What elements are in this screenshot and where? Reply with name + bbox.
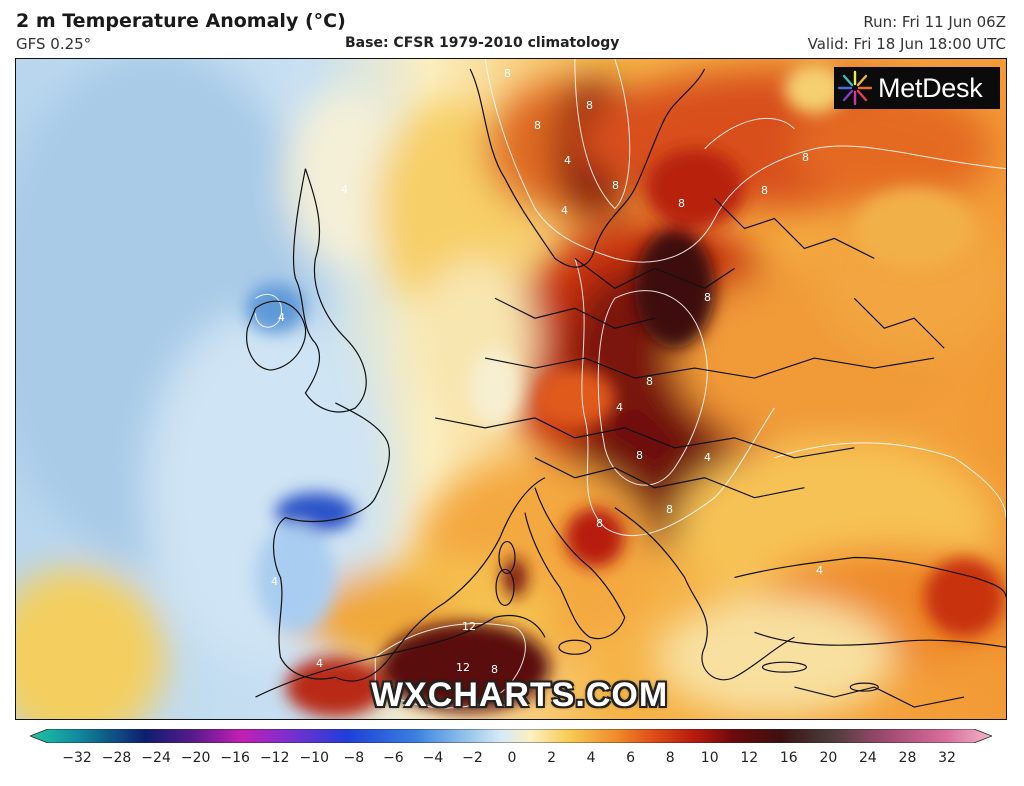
colorbar-tick-label: 12 — [740, 750, 759, 766]
contour-label: 4 — [271, 575, 278, 588]
anomaly-detail — [245, 63, 1005, 718]
colorbar — [30, 729, 992, 743]
colorbar-tick-label: 8 — [665, 750, 675, 766]
climatology-base-label: Base: CFSR 1979-2010 climatology — [345, 35, 620, 51]
contour-label: 8 — [646, 375, 653, 388]
contour-label: 8 — [612, 179, 619, 192]
contour-label: 8 — [678, 197, 685, 210]
contour-label: 8 — [596, 517, 603, 530]
colorbar-tick-label: −2 — [462, 750, 483, 766]
contour-label: 8 — [586, 99, 593, 112]
contour-label: 8 — [802, 151, 809, 164]
colorbar-tick-label: −28 — [101, 750, 132, 766]
contour-label: 4 — [278, 311, 285, 324]
colorbar-tick-label: −6 — [383, 750, 404, 766]
colorbar-tick-label: 10 — [700, 750, 719, 766]
colorbar-tick-label: −20 — [180, 750, 211, 766]
contour-label: 4 — [561, 204, 568, 217]
run-time-label: Run: Fri 11 Jun 06Z — [863, 13, 1006, 31]
metdesk-logo: MetDesk — [834, 67, 1000, 109]
contour-label: 4 — [564, 154, 571, 167]
map-title: 2 m Temperature Anomaly (°C) — [16, 10, 346, 32]
metdesk-logo-text: MetDesk — [878, 72, 983, 103]
colorbar-tick-label: −8 — [343, 750, 365, 766]
colorbar-tick-label: 28 — [898, 750, 917, 766]
contour-label: 8 — [761, 184, 768, 197]
colorbar-tick-label: 32 — [938, 750, 956, 766]
colorbar-ticks: −32 −28 −24 −20 −16 −12 −10 −8 −6 −4 −2 0 2 4 6 8 10 12 16… — [0, 750, 1024, 770]
colorbar-tick-label: −24 — [141, 750, 171, 766]
colorbar-tick-label: −16 — [220, 750, 250, 766]
colorbar-tick-label: 0 — [507, 750, 517, 766]
contour-label: 8 — [534, 119, 541, 132]
contour-label: 4 — [316, 657, 323, 670]
colorbar-tick-label: −10 — [299, 750, 330, 766]
contour-label: 8 — [704, 291, 711, 304]
anomaly-map-canvas — [16, 59, 1006, 719]
contour-label: 4 — [704, 451, 711, 464]
valid-time-label: Valid: Fri 18 Jun 18:00 UTC — [807, 35, 1006, 53]
contour-label: 8 — [666, 503, 673, 516]
colorbar-tick-label: −32 — [62, 750, 92, 766]
contour-label: 8 — [504, 67, 511, 80]
contour-label: 4 — [616, 401, 623, 414]
wxcharts-watermark: WXCHARTS.COM — [371, 676, 669, 714]
colorbar-ramp — [30, 729, 992, 743]
contour-label: 8 — [491, 663, 498, 676]
anomaly-map: 8 8 8 8 4 4 8 8 4 8 8 4 8 4 8 8 8 4 4 4 … — [15, 58, 1007, 720]
contour-lines — [255, 59, 1006, 709]
colorbar-tick-label: 6 — [626, 750, 636, 766]
contour-label: 8 — [636, 449, 643, 462]
colorbar-tick-label: 2 — [547, 750, 556, 766]
colorbar-tick-label: 16 — [779, 750, 798, 766]
contour-label: 4 — [816, 564, 823, 577]
colorbar-tick-label: 4 — [586, 750, 596, 766]
contour-label: 12 — [462, 620, 476, 633]
coastlines — [246, 68, 1006, 708]
model-label: GFS 0.25° — [16, 35, 92, 53]
contour-label: 4 — [341, 183, 348, 196]
colorbar-tick-label: −4 — [422, 750, 444, 766]
starburst-logo-icon — [837, 70, 873, 106]
colorbar-tick-label: −12 — [259, 750, 290, 766]
colorbar-tick-label: 20 — [819, 750, 838, 766]
colorbar-tick-label: 24 — [858, 750, 877, 766]
contour-label: 12 — [456, 661, 470, 674]
